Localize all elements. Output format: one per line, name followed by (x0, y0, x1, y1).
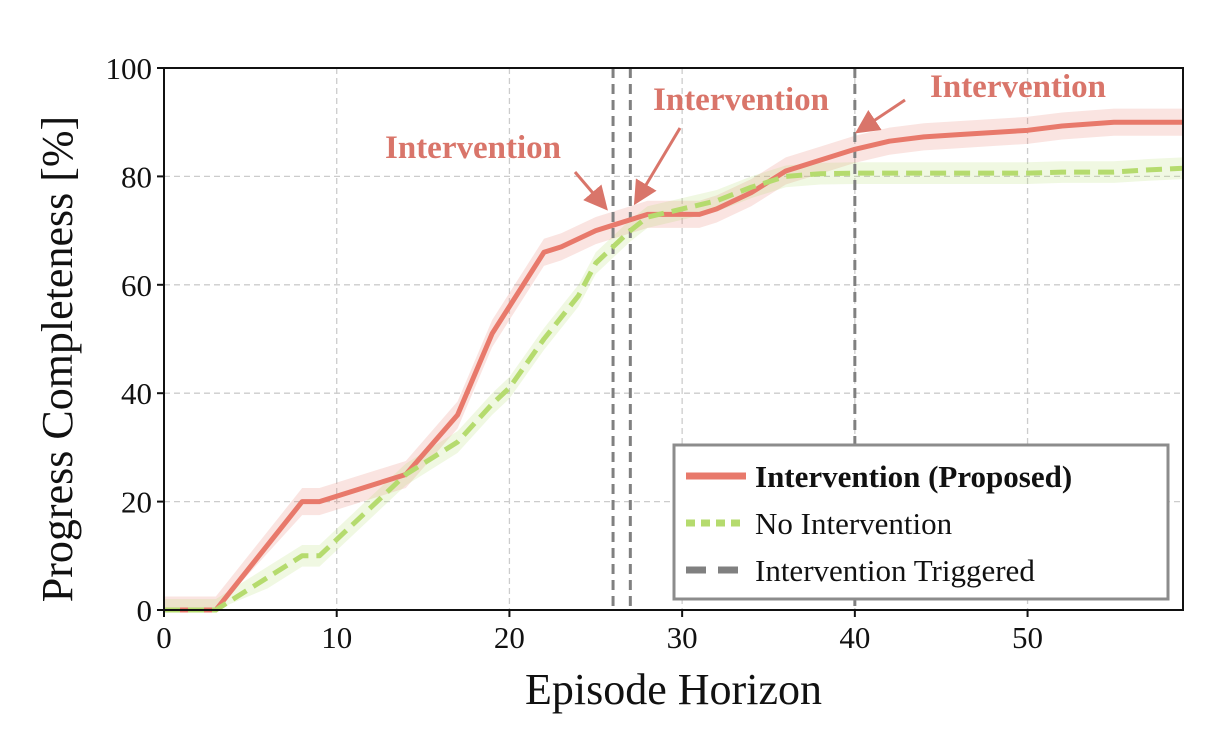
y-tick-label: 100 (106, 51, 153, 86)
annotations: Intervention Intervention Intervention (385, 69, 1106, 211)
annotation-label: Intervention (385, 130, 561, 166)
annotation-label: Intervention (930, 69, 1106, 105)
legend-label: No Intervention (755, 506, 953, 541)
x-tick-label: 40 (839, 620, 870, 655)
annotation-arrow (633, 127, 682, 206)
y-tick-label: 80 (121, 159, 152, 194)
series-lines (164, 119, 1184, 613)
x-tick-label: 20 (494, 620, 525, 655)
legend-label: Intervention (Proposed) (755, 459, 1072, 494)
y-tick-label: 40 (121, 376, 152, 411)
annotation-arrow (855, 98, 906, 134)
plot-frame (163, 67, 1184, 611)
line-series-2 (164, 165, 1184, 613)
legend-box (672, 443, 1170, 601)
x-tick-label: 30 (667, 620, 698, 655)
line-series-1 (164, 119, 1183, 613)
legend: Intervention (Proposed) No Intervention In… (672, 443, 1170, 601)
y-tick-label: 0 (137, 593, 153, 628)
x-tick-label: 50 (1012, 620, 1043, 655)
annotation-label: Intervention (653, 82, 829, 118)
legend-label: Intervention Triggered (755, 553, 1035, 588)
annotation-arrow (573, 171, 608, 211)
y-tick-label: 20 (121, 485, 152, 520)
x-tick-label: 10 (321, 620, 352, 655)
y-axis-title: Progress Completeness [%] (33, 116, 82, 602)
y-tick-label: 60 (121, 268, 152, 303)
x-axis-title: Episode Horizon (525, 665, 822, 714)
x-tick-label: 0 (156, 620, 172, 655)
axis-ticks: 0 10 20 30 40 50 0 20 40 60 80 100 (106, 51, 1044, 655)
